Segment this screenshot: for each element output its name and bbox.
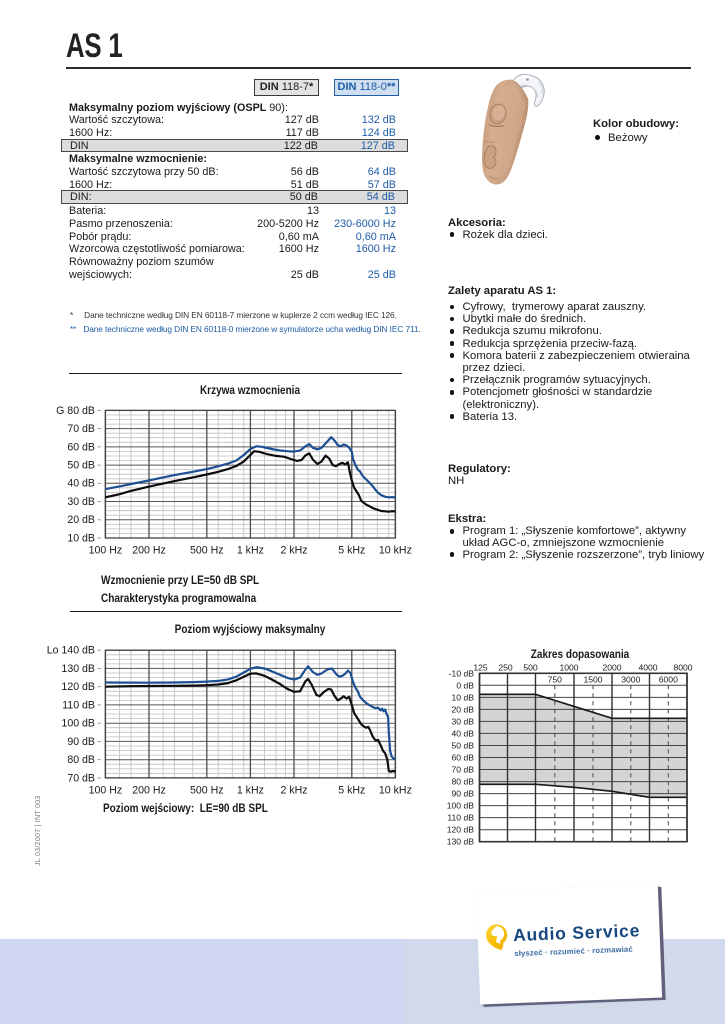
svg-text:80 dB: 80 dB	[452, 777, 475, 787]
svg-text:500 Hz: 500 Hz	[190, 545, 224, 557]
svg-text:130 dB: 130 dB	[447, 837, 475, 847]
svg-text:1 kHz: 1 kHz	[237, 785, 264, 797]
svg-text:750: 750	[548, 674, 563, 684]
svg-text:5 kHz: 5 kHz	[338, 785, 365, 797]
svg-text:2 kHz: 2 kHz	[280, 545, 307, 557]
svg-text:2000: 2000	[602, 663, 621, 673]
svg-text:200 Hz: 200 Hz	[132, 545, 166, 557]
svg-text:125: 125	[473, 663, 488, 673]
svg-text:5 kHz: 5 kHz	[338, 545, 365, 557]
svg-text:50 dB: 50 dB	[67, 460, 95, 472]
svg-text:100 dB: 100 dB	[447, 801, 475, 811]
svg-text:8000: 8000	[673, 663, 692, 673]
svg-text:500: 500	[523, 663, 538, 673]
svg-text:110 dB: 110 dB	[62, 699, 95, 711]
svg-text:-10 dB: -10 dB	[449, 668, 475, 678]
svg-text:6000: 6000	[659, 674, 678, 684]
svg-text:30 dB: 30 dB	[67, 496, 95, 508]
svg-text:30 dB: 30 dB	[452, 716, 475, 726]
svg-text:Lo 140 dB: Lo 140 dB	[47, 645, 95, 657]
svg-text:20 dB: 20 dB	[67, 514, 95, 526]
svg-text:3000: 3000	[621, 674, 640, 684]
svg-text:1000: 1000	[559, 663, 578, 673]
svg-text:120 dB: 120 dB	[447, 825, 475, 835]
svg-text:100 dB: 100 dB	[61, 718, 95, 730]
svg-text:80 dB: 80 dB	[67, 754, 95, 766]
svg-text:10 kHz: 10 kHz	[379, 545, 412, 557]
svg-text:500 Hz: 500 Hz	[190, 785, 224, 797]
svg-text:40 dB: 40 dB	[452, 728, 475, 738]
svg-text:200 Hz: 200 Hz	[132, 785, 166, 797]
svg-text:0 dB: 0 dB	[456, 680, 474, 690]
svg-text:130 dB: 130 dB	[61, 663, 95, 675]
svg-text:120 dB: 120 dB	[61, 681, 95, 693]
svg-text:70 dB: 70 dB	[67, 423, 95, 435]
svg-text:250: 250	[498, 663, 513, 673]
svg-text:10 dB: 10 dB	[452, 692, 475, 702]
svg-text:110 dB: 110 dB	[447, 813, 474, 823]
svg-text:90 dB: 90 dB	[452, 789, 475, 799]
svg-text:70 dB: 70 dB	[67, 772, 95, 784]
svg-text:2 kHz: 2 kHz	[280, 785, 307, 797]
svg-text:10 kHz: 10 kHz	[379, 785, 412, 797]
svg-text:90 dB: 90 dB	[67, 736, 95, 748]
svg-text:60 dB: 60 dB	[67, 441, 95, 453]
svg-text:20 dB: 20 dB	[452, 704, 475, 714]
svg-text:100 Hz: 100 Hz	[89, 545, 123, 557]
svg-text:60 dB: 60 dB	[452, 753, 475, 763]
svg-text:40 dB: 40 dB	[67, 478, 95, 490]
svg-text:100 Hz: 100 Hz	[89, 785, 123, 797]
svg-text:50 dB: 50 dB	[452, 741, 475, 751]
svg-text:70 dB: 70 dB	[452, 765, 475, 775]
svg-text:1500: 1500	[583, 674, 602, 684]
svg-text:10 dB: 10 dB	[67, 532, 95, 544]
svg-text:G 80 dB: G 80 dB	[56, 405, 95, 417]
svg-text:1 kHz: 1 kHz	[237, 545, 264, 557]
svg-text:4000: 4000	[638, 663, 657, 673]
